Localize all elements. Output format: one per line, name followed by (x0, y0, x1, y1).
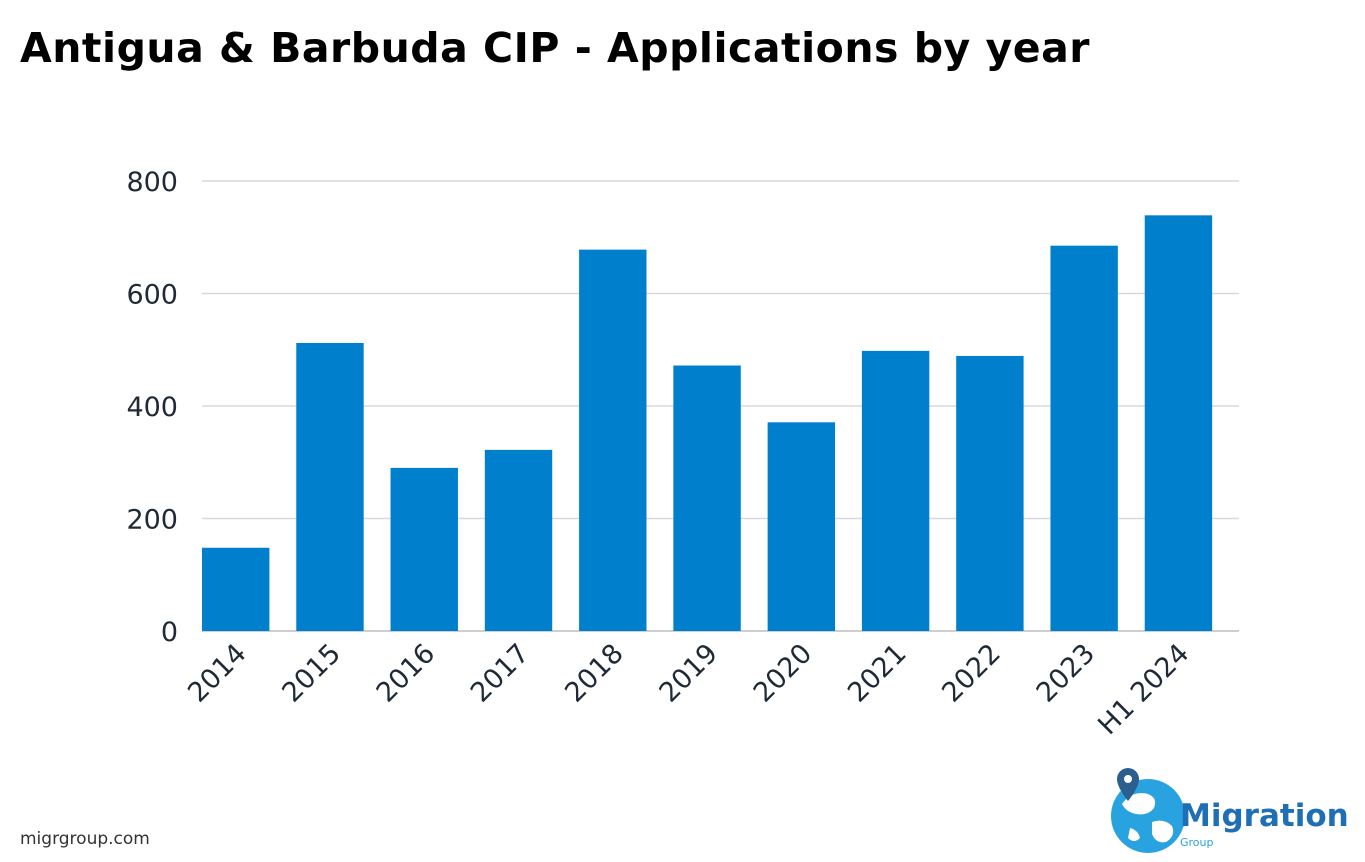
bar-h1-2024 (1144, 215, 1213, 631)
bar-2018 (579, 249, 647, 631)
x-tick-label: 2022 (936, 638, 1007, 709)
bar-2022 (956, 355, 1024, 631)
x-tick-label: H1 2024 (1092, 638, 1195, 741)
x-tick-label: 2016 (371, 638, 442, 709)
x-tick-label: 2023 (1031, 638, 1102, 709)
bar-2023 (1050, 245, 1118, 631)
x-tick-label: 2017 (465, 638, 536, 709)
bar-2015 (296, 343, 364, 631)
bar-2017 (484, 449, 553, 631)
bar-2016 (390, 467, 458, 631)
logo-wordmark: Migration (1180, 798, 1349, 834)
x-axis-ticks: 2014 2015 2016 2017 2018 2019 2020 2021 2022 2023… (182, 638, 1195, 741)
y-tick-label: 400 (126, 392, 178, 423)
x-tick-label: 2020 (748, 638, 819, 709)
migration-group-logo: Migration Group (1108, 764, 1358, 858)
bar-2021 (861, 350, 930, 631)
y-tick-label: 0 (161, 617, 178, 648)
x-tick-label: 2018 (559, 638, 630, 709)
bars (202, 215, 1213, 631)
bar-2019 (673, 365, 741, 631)
logo-subtitle: Group (1180, 836, 1214, 849)
y-tick-label: 800 (126, 167, 178, 198)
y-tick-label: 200 (126, 505, 178, 536)
bar-2020 (767, 422, 836, 631)
bar-2014 (202, 547, 270, 631)
x-tick-label: 2014 (182, 638, 253, 709)
x-tick-label: 2019 (654, 638, 725, 709)
chart-title: Antigua & Barbuda CIP - Applications by … (20, 24, 1090, 72)
y-axis-ticks: 0 200 400 600 800 (126, 167, 178, 648)
x-tick-label: 2015 (276, 638, 347, 709)
x-tick-label: 2021 (842, 638, 913, 709)
footer-url[interactable]: migrgroup.com (20, 829, 150, 849)
globe-pin-icon (1111, 768, 1185, 853)
y-tick-label: 600 (126, 280, 178, 311)
